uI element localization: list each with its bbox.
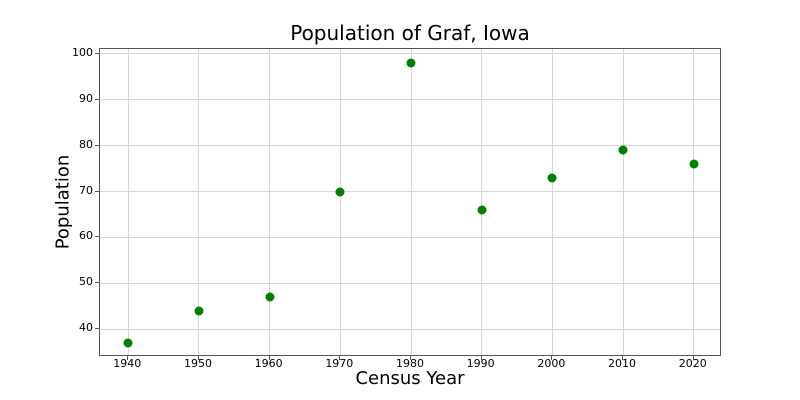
data-point [265,292,275,302]
x-tick-label: 2020 [678,357,707,370]
x-tick-label: 1950 [183,357,212,370]
y-tick [95,328,99,330]
y-tick-label: 40 [79,321,93,335]
x-tick [410,356,411,360]
chart-title: Population of Graf, Iowa [290,21,530,45]
x-tick-label: 1940 [113,357,142,370]
data-point [123,338,133,348]
x-gridline [551,49,553,355]
data-point [335,187,345,196]
y-tick-label: 50 [79,275,93,289]
x-gridline [127,49,129,355]
x-tick [268,356,270,360]
y-gridline [100,328,720,330]
x-tick-label: 2010 [608,357,637,370]
data-point [618,145,628,155]
x-gridline [198,49,200,355]
x-gridline [339,49,341,355]
x-gridline [269,49,271,355]
x-tick [339,356,341,360]
y-tick [95,144,99,146]
x-tick-label: 2000 [537,357,566,370]
y-gridline [100,53,720,55]
y-tick-label: 80 [79,137,93,151]
y-gridline [100,191,720,192]
x-tick [551,356,553,360]
plot-area [99,48,721,356]
data-point [406,58,416,68]
x-tick [197,356,199,360]
data-point [547,173,557,183]
y-tick-label: 90 [79,91,93,105]
y-gridline [100,99,720,101]
y-tick [95,52,99,54]
x-tick [692,356,694,360]
y-tick [95,282,99,284]
x-tick-label: 1980 [396,357,424,370]
x-tick-label: 1960 [254,357,283,370]
y-tick [95,190,99,192]
y-gridline [100,236,720,238]
y-tick-label: 100 [72,45,93,59]
x-tick-label: 1970 [325,357,354,370]
x-tick [127,356,129,360]
x-tick-label: 1990 [466,357,495,370]
y-tick-label: 70 [79,183,93,197]
data-point [689,159,699,169]
y-tick [95,236,99,238]
x-gridline [622,49,624,355]
y-gridline [100,282,720,284]
y-gridline [100,145,720,147]
x-gridline [410,49,412,355]
x-tick [480,356,482,360]
y-tick-label: 60 [79,229,93,243]
data-point [477,205,487,215]
x-tick [622,356,624,360]
x-axis-label: Census Year [355,368,465,389]
data-point [194,306,204,316]
x-gridline [481,49,483,355]
y-tick [95,98,99,100]
x-gridline [693,49,695,355]
